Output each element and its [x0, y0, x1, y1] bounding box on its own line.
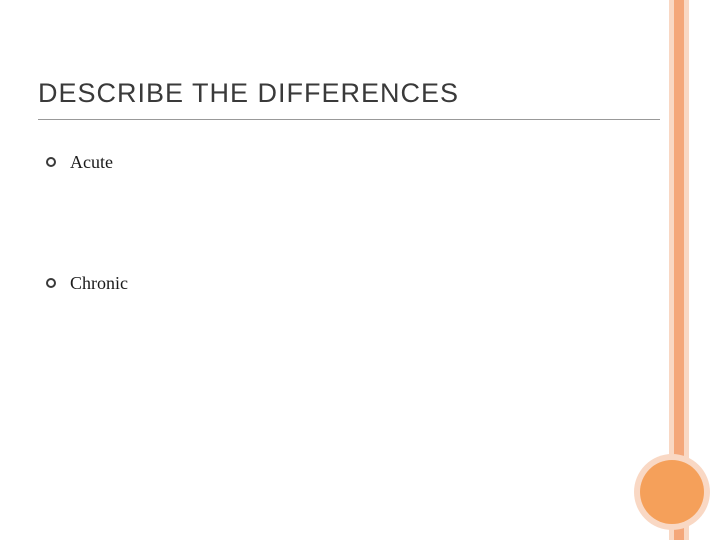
bullet-icon: [46, 278, 56, 288]
accent-stripe-inner: [674, 0, 684, 540]
slide-content: Acute Chronic: [46, 152, 650, 394]
list-item: Chronic: [46, 273, 650, 294]
bullet-icon: [46, 157, 56, 167]
slide: DESCRIBE THE DIFFERENCES Acute Chronic: [0, 0, 720, 540]
slide-title: DESCRIBE THE DIFFERENCES: [38, 78, 660, 120]
list-item: Acute: [46, 152, 650, 173]
bullet-text: Acute: [70, 152, 113, 173]
bullet-text: Chronic: [70, 273, 128, 294]
decor-circle-icon: [640, 460, 704, 524]
